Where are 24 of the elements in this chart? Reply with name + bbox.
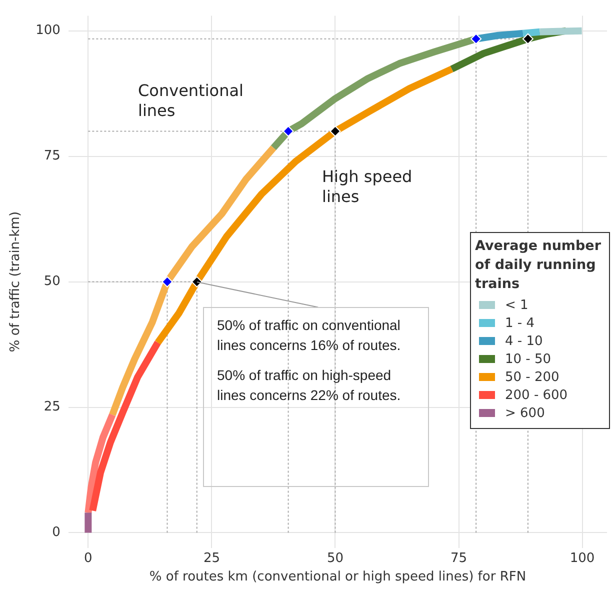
y-tick-label: 50 bbox=[44, 274, 60, 290]
y-tick-label: 25 bbox=[44, 400, 60, 415]
x-tick-label: 50 bbox=[326, 550, 344, 566]
legend-label: > 600 bbox=[505, 406, 545, 420]
annotation: 50% of traffic on high-speed lines concerns 22% of routes. bbox=[217, 366, 402, 405]
legend-label: 1 - 4 bbox=[505, 316, 534, 330]
legend-label: 10 - 50 bbox=[505, 352, 552, 366]
x-tick-label: 100 bbox=[570, 550, 595, 566]
y-tick-label: 100 bbox=[36, 23, 60, 38]
legend-label: 200 - 600 bbox=[505, 388, 568, 402]
annotation: High speed lines bbox=[322, 167, 414, 207]
legend-label: < 1 bbox=[505, 298, 528, 312]
x-tick-label: 75 bbox=[450, 550, 468, 566]
annotation: Conventional lines bbox=[138, 81, 244, 121]
y-axis-title: % of traffic (train-km) bbox=[8, 211, 24, 352]
legend-label: 4 - 10 bbox=[505, 334, 543, 348]
legend-title: Average number of daily running trains bbox=[475, 237, 602, 294]
y-tick-label: 75 bbox=[44, 148, 60, 164]
x-tick-label: 0 bbox=[84, 550, 92, 566]
x-axis-title: % of routes km (conventional or high speed lines) for RFN bbox=[149, 570, 526, 585]
annotation: 50% of traffic on conventional lines concerns 16% of routes. bbox=[217, 316, 402, 355]
x-tick-label: 25 bbox=[203, 550, 220, 566]
y-tick-label: 0 bbox=[52, 525, 60, 540]
legend-label: 50 - 200 bbox=[505, 370, 560, 384]
